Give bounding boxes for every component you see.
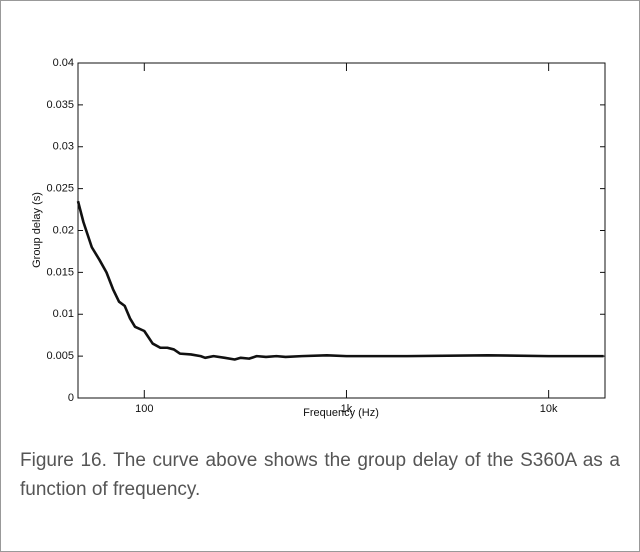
y-axis-label: Group delay (s) [31,192,43,268]
y-tick-label: 0 [68,392,74,404]
x-tick-label: 100 [135,403,153,415]
y-tick-label: 0.01 [53,308,74,320]
x-tick-label: 1k [341,403,353,415]
x-tick-label: 10k [540,403,558,415]
y-tick-label: 0.005 [46,350,74,362]
y-tick-label: 0.015 [46,266,74,278]
chart: Frequency (Hz) Group delay (s) 0 0.005 0.0… [31,57,606,419]
line-series [76,200,604,361]
y-tick-label: 0.025 [46,183,74,195]
y-tick-label: 0.035 [46,99,74,111]
y-tick-label: 0.04 [53,57,74,69]
y-tick-label: 0.03 [53,141,74,153]
caption: Figure 16. The curve above shows the gro… [20,450,620,500]
plot-box [77,62,606,399]
y-tick-label: 0.02 [53,224,74,236]
x-axis-label: Frequency (Hz) [303,407,379,419]
